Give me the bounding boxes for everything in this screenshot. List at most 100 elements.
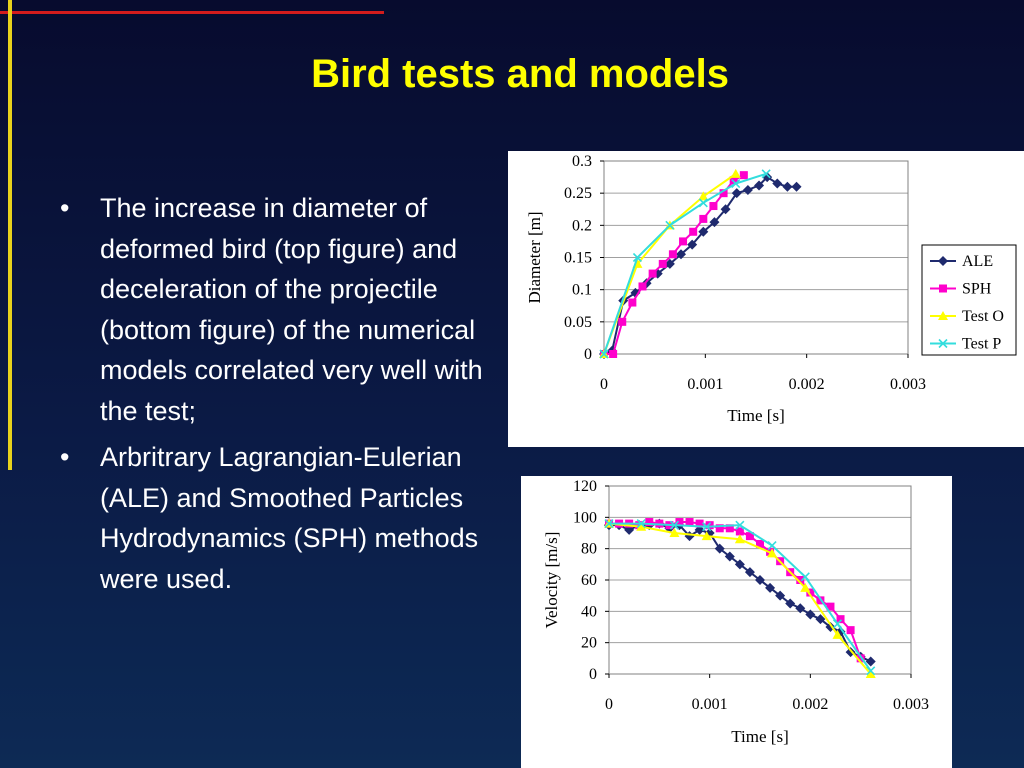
diameter-chart: 0 0.05 0.1 0.15 0.2 0.25 0.3 0 0.001 0.002 0.003 Ti… [508, 151, 1024, 447]
bullet-dot: • [60, 193, 70, 223]
series-line-sph [609, 521, 862, 659]
data-point-sph [846, 626, 855, 635]
data-point-sph [668, 250, 677, 259]
data-point-ale [687, 239, 698, 250]
data-point-ale [731, 188, 742, 199]
data-point-test-o [734, 534, 745, 544]
velocity-chart-svg: 0 20 40 60 80 100 120 0 0.001 0.002 0.003 Time [s] V… [542, 478, 929, 746]
data-point-ale [720, 204, 731, 215]
data-point-sph [719, 189, 728, 198]
data-point-test-p [604, 519, 614, 529]
x-tick-label: 0.001 [692, 696, 728, 713]
data-point-sph [826, 602, 835, 611]
data-point-sph [709, 202, 718, 211]
y-axis-label: Velocity [m/s] [542, 532, 561, 629]
data-point-sph [675, 518, 684, 527]
slide-title: Bird tests and models [311, 52, 729, 96]
y-tick-label: 60 [581, 572, 597, 589]
data-point-ale [714, 543, 725, 554]
legend-marker-test-p [938, 338, 948, 349]
series-line-test-o [608, 522, 872, 675]
bullet-text: Arbritrary Lagrangian-Eulerian (ALE) and… [100, 442, 479, 594]
data-point-test-o [636, 521, 647, 531]
legend-marker-sph [939, 284, 947, 293]
x-axis-label: Time [s] [727, 406, 784, 425]
data-point-sph [609, 350, 618, 358]
series-line-test-p [603, 172, 767, 355]
data-point-test-p [665, 220, 675, 230]
data-point-sph [715, 524, 724, 533]
data-point-sph [729, 176, 738, 185]
data-point-test-o [865, 669, 876, 678]
data-point-ale [709, 217, 720, 228]
data-point-ale [782, 181, 793, 192]
data-point-ale [775, 590, 786, 601]
y-tick-label: 40 [581, 603, 597, 620]
bullet-item: • The increase in diameter of deformed b… [54, 188, 494, 431]
data-point-test-p [632, 252, 643, 263]
diameter-chart-svg: 0 0.05 0.1 0.15 0.2 0.25 0.3 0 0.001 0.002 0.003 Ti… [525, 153, 1017, 425]
data-point-sph [756, 539, 764, 548]
x-tick-label: 0.001 [687, 376, 723, 393]
legend-box [921, 244, 1017, 356]
data-point-sph [739, 171, 748, 180]
data-point-ale [734, 559, 745, 570]
accent-line-left [8, 0, 12, 470]
data-point-test-p [702, 522, 712, 532]
bullet-item: • Arbritrary Lagrangian-Eulerian (ALE) a… [54, 437, 494, 599]
data-point-ale [744, 567, 755, 578]
data-point-ale [676, 249, 687, 260]
data-point-sph [735, 527, 744, 536]
data-point-test-p [636, 519, 646, 529]
data-point-ale [815, 614, 826, 625]
data-point-sph [699, 214, 708, 223]
data-point-sph [705, 521, 714, 530]
data-point-ale [724, 551, 735, 562]
y-tick-label: 0.05 [564, 314, 592, 331]
data-point-test-o [669, 528, 680, 537]
data-point-sph [806, 588, 815, 597]
data-point-test-p [767, 540, 777, 551]
data-point-ale [664, 258, 675, 269]
data-point-test-p [735, 520, 745, 530]
legend-marker-ale [938, 256, 948, 266]
data-point-sph [658, 259, 667, 268]
y-tick-label: 0 [584, 346, 592, 363]
y-tick-label: 120 [573, 478, 597, 495]
data-point-ale [742, 184, 753, 195]
data-point-test-o [767, 548, 778, 558]
data-point-sph [638, 282, 647, 291]
data-point-test-o [832, 629, 843, 639]
data-point-ale [795, 603, 806, 614]
data-point-sph [685, 518, 694, 527]
x-axis-label: Time [s] [731, 727, 788, 746]
y-axis-label: Diameter [m] [525, 211, 544, 303]
x-tick-label: 0 [605, 696, 613, 713]
y-tick-label: 0.1 [572, 282, 592, 299]
data-point-ale [765, 582, 776, 593]
legend-label-ale: ALE [962, 253, 993, 270]
data-point-sph [745, 532, 754, 541]
data-point-sph [679, 237, 688, 246]
x-tick-label: 0.003 [890, 376, 926, 393]
series-line-test-p [609, 522, 872, 672]
y-tick-label: 0.25 [564, 185, 592, 202]
data-point-test-p [800, 572, 810, 582]
data-point-test-p [731, 178, 741, 189]
data-point-ale [805, 609, 816, 620]
series-line-ale [609, 522, 872, 663]
data-point-sph [648, 269, 657, 278]
data-point-sph [689, 227, 698, 236]
data-point-ale [698, 226, 709, 237]
data-point-ale [791, 181, 802, 192]
data-point-ale [785, 598, 796, 609]
data-point-sph [628, 298, 637, 307]
data-point-ale [772, 178, 783, 189]
bullet-list: • The increase in diameter of deformed b… [54, 188, 494, 605]
data-point-sph [695, 519, 704, 528]
bullet-dot: • [60, 442, 70, 472]
data-point-ale [762, 172, 773, 183]
accent-line-top [0, 11, 384, 14]
data-point-sph [618, 317, 627, 326]
data-point-ale [684, 531, 695, 542]
